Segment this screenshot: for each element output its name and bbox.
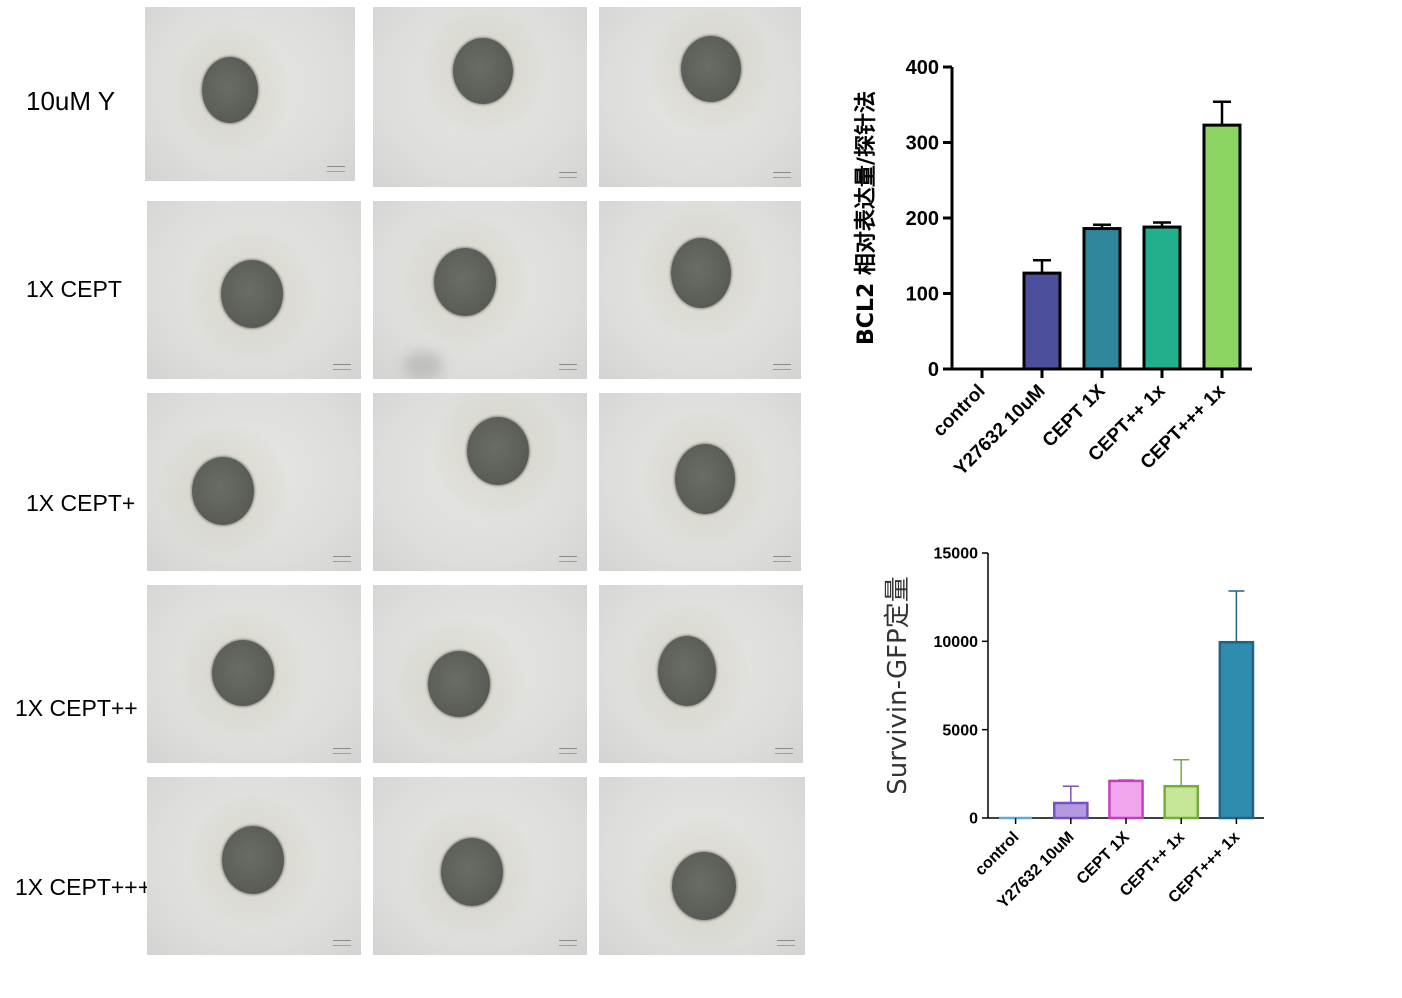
scale-bar [559,172,577,178]
x-tick-label: control [929,381,989,441]
bar [1218,640,1255,820]
bar [1142,225,1182,371]
scale-bar [559,556,577,562]
micrograph-panel [145,7,355,181]
micrograph-panel [599,585,803,763]
chart-plot: 050001000015000Survivin-GFP定量controlY276… [883,546,1264,912]
spheroid [441,838,503,906]
scale-bar [777,940,795,946]
micrograph-panel [599,777,805,955]
spheroid [434,248,496,316]
scale-bar [327,166,345,172]
micrograph-panel [147,201,361,379]
micrograph-panel [373,201,587,379]
spheroid [221,260,283,328]
micrograph-panel [373,777,587,955]
spheroid [202,57,258,123]
scale-bar [773,556,791,562]
y-tick-label: 15000 [934,546,979,563]
spheroid [192,457,254,525]
y-tick-label: 10000 [934,634,979,651]
spheroid [681,36,741,102]
micrograph-panel [599,393,801,571]
scale-bar [773,364,791,370]
y-axis-label: Survivin-GFP定量 [883,576,913,795]
debris-stain [403,351,443,379]
micrograph-panel [147,777,361,955]
scale-bar [773,172,791,178]
row-label-1x-cept-plus-plus-plus: 1X CEPT+++ [15,874,152,900]
spheroid [671,238,731,308]
row-label-1x-cept: 1X CEPT [26,276,122,302]
bar [1022,271,1062,371]
spheroid [453,38,513,104]
bar [1202,123,1242,371]
y-axis-label: BCL2 相对表达量/探针法 [853,91,879,345]
row-label-1x-cept-plus-plus: 1X CEPT++ [15,695,138,721]
scale-bar [775,748,793,754]
y-tick-label: 0 [928,359,939,381]
scale-bar [333,940,351,946]
scale-bar [559,364,577,370]
bar [1108,779,1144,820]
y-tick-label: 100 [906,284,939,306]
bar [1163,784,1200,820]
y-tick-label: 300 [906,133,939,155]
micrograph-panel [373,585,587,763]
survivin-gfp-bar-chart: 050001000015000Survivin-GFP定量controlY276… [883,546,1264,912]
row-label-10um-y: 10uM Y [26,86,116,116]
spheroid [658,636,716,706]
micrograph-panel [599,7,801,187]
row-label-1x-cept-plus: 1X CEPT+ [26,490,136,516]
scale-bar [559,940,577,946]
scale-bar [333,556,351,562]
y-tick-label: 200 [906,208,939,230]
spheroid [675,444,735,514]
micrograph-panel [147,585,361,763]
micrograph-panel [373,7,587,187]
spheroid [222,826,284,894]
spheroid [428,651,490,717]
micrograph-panel [599,201,801,379]
bar [1052,801,1089,820]
spheroid [672,852,736,920]
x-tick-label: CEPT 1X [1074,829,1133,888]
scale-bar [333,364,351,370]
x-tick-label: control [972,829,1022,879]
y-tick-label: 400 [906,57,939,79]
y-tick-label: 5000 [942,722,978,739]
spheroid [467,417,529,485]
y-tick-label: 0 [969,811,978,828]
micrograph-panel [373,393,587,571]
spheroid [212,640,274,706]
scale-bar [559,748,577,754]
micrograph-panel [147,393,361,571]
scale-bar [333,748,351,754]
bar [1082,227,1122,371]
